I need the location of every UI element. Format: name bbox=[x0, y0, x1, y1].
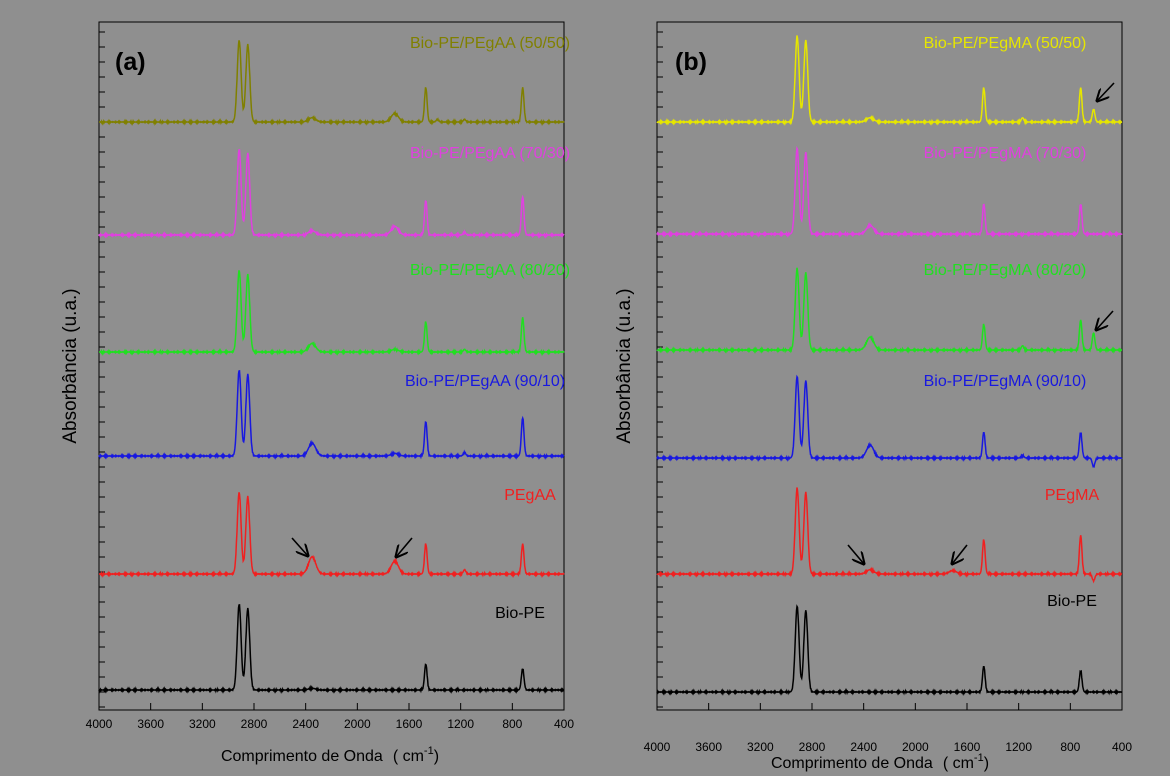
arrow-peak-2350-a bbox=[291, 537, 308, 556]
x-tick-label-a: 2800 bbox=[241, 717, 268, 731]
svg-text:Comprimento de Onda( cm-1): Comprimento de Onda ( cm-1) bbox=[771, 752, 989, 772]
series-line-b-4 bbox=[656, 487, 1123, 584]
series-line-b-1 bbox=[656, 145, 1123, 238]
series-label-a-2: Bio-PE/PEgAA (80/20) bbox=[410, 262, 570, 279]
series-line-b-2 bbox=[656, 267, 1123, 354]
series-line-b-5 bbox=[656, 604, 1123, 696]
series-label-a-5: Bio-PE bbox=[495, 605, 545, 622]
x-tick-label-a: 400 bbox=[554, 717, 574, 731]
series-label-a-0: Bio-PE/PEgAA (50/50) bbox=[410, 35, 570, 52]
x-tick-label-b: 1600 bbox=[954, 740, 981, 754]
x-axis-unit-close-b: ) bbox=[984, 755, 989, 772]
x-ticks-b: 4000 3600 3200 2800 2400 2000 1600 1200 800 400 bbox=[644, 31, 1132, 754]
x-tick-label-a: 1600 bbox=[396, 717, 423, 731]
series-label-b-1: Bio-PE/PEgMA (70/30) bbox=[924, 145, 1087, 162]
series-label-b-5: Bio-PE bbox=[1047, 593, 1097, 610]
arrow-markers-a bbox=[291, 537, 413, 557]
series-line-a-2 bbox=[99, 270, 565, 356]
arrow-peak-620-mid-b bbox=[1096, 310, 1114, 330]
x-axis-unit-close-a: ) bbox=[434, 748, 439, 765]
panel-label-b: (b) bbox=[675, 48, 707, 76]
arrow-peak-1710-a bbox=[396, 537, 413, 557]
x-axis-unit-exp-a: -1 bbox=[424, 745, 434, 757]
arrow-peak-620-top-b bbox=[1097, 82, 1115, 101]
x-tick-label-a: 2400 bbox=[292, 717, 319, 731]
series-label-b-4: PEgMA bbox=[1045, 487, 1100, 504]
series-label-a-1: Bio-PE/PEgAA (70/30) bbox=[410, 145, 570, 162]
arrow-peak-1710-b bbox=[952, 544, 968, 564]
x-tick-label-b: 3600 bbox=[695, 740, 722, 754]
x-tick-label-b: 4000 bbox=[644, 740, 671, 754]
x-axis-unit-exp-b: -1 bbox=[974, 752, 984, 764]
series-label-b-0: Bio-PE/PEgMA (50/50) bbox=[924, 35, 1087, 52]
plot-area-b bbox=[656, 21, 1123, 711]
panel-a: (a) Absorbância (u.a.) Comprimento de On… bbox=[60, 21, 574, 765]
x-tick-label-a: 1200 bbox=[447, 717, 474, 731]
series-line-b-0 bbox=[656, 35, 1123, 126]
series-label-a-3: Bio-PE/PEgAA (90/10) bbox=[405, 373, 565, 390]
svg-text:Comprimento de Onda( cm-1): Comprimento de Onda ( cm-1) bbox=[221, 745, 439, 765]
x-tick-label-b: 2400 bbox=[850, 740, 877, 754]
x-axis-label-a: Comprimento de Onda bbox=[221, 748, 383, 765]
x-tick-label-a: 4000 bbox=[86, 717, 113, 731]
x-axis-title-b: Comprimento de Onda ( cm-1) bbox=[771, 752, 989, 772]
x-axis-unit-a: ( cm bbox=[393, 748, 424, 765]
arrow-peak-2350-b bbox=[847, 544, 864, 564]
x-tick-label-b: 2000 bbox=[902, 740, 929, 754]
x-tick-label-b: 1200 bbox=[1005, 740, 1032, 754]
x-axis-unit-b: ( cm bbox=[943, 755, 974, 772]
series-line-a-0 bbox=[99, 40, 565, 126]
plot-area-a bbox=[98, 21, 565, 711]
x-tick-label-b: 400 bbox=[1112, 740, 1132, 754]
series-label-a-4: PEgAA bbox=[504, 487, 556, 504]
series-line-b-3 bbox=[656, 374, 1123, 469]
x-tick-label-b: 2800 bbox=[799, 740, 826, 754]
x-tick-label-a: 3600 bbox=[137, 717, 164, 731]
series-line-a-5 bbox=[98, 603, 565, 694]
series-group-a: Bio-PE/PEgAA (50/50) Bio-PE/PEgAA (70/30)… bbox=[98, 35, 570, 694]
series-group-b: Bio-PE/PEgMA (50/50) Bio-PE/PEgMA (70/30)… bbox=[656, 35, 1123, 696]
arrow-markers-b bbox=[847, 82, 1115, 564]
x-axis-title-a: Comprimento de Onda ( cm-1) bbox=[221, 745, 439, 765]
panel-label-a: (a) bbox=[115, 48, 146, 76]
x-tick-label-b: 800 bbox=[1060, 740, 1080, 754]
x-tick-label-a: 800 bbox=[502, 717, 522, 731]
y-axis-label-b: Absorbância (u.a.) bbox=[614, 288, 635, 443]
y-axis-label-a: Absorbância (u.a.) bbox=[60, 288, 81, 443]
x-tick-label-b: 3200 bbox=[747, 740, 774, 754]
series-line-a-3 bbox=[98, 369, 565, 460]
x-ticks-a: 4000 3600 3200 2800 2400 2000 1600 1200 800 400 bbox=[86, 31, 574, 731]
series-label-b-3: Bio-PE/PEgMA (90/10) bbox=[924, 373, 1087, 390]
x-tick-label-a: 3200 bbox=[189, 717, 216, 731]
x-axis-label-b: Comprimento de Onda bbox=[771, 755, 933, 772]
panel-b: (b) Absorbância (u.a.) Comprimento de On… bbox=[614, 21, 1132, 772]
x-tick-label-a: 2000 bbox=[344, 717, 371, 731]
series-line-a-4 bbox=[99, 492, 565, 578]
series-label-b-2: Bio-PE/PEgMA (80/20) bbox=[924, 262, 1087, 279]
series-line-a-1 bbox=[98, 149, 565, 239]
